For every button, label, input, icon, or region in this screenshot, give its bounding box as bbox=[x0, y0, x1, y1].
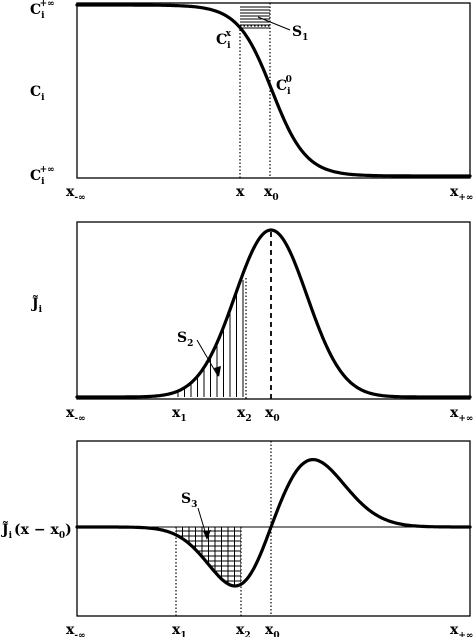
tick-x1: x1 bbox=[172, 405, 187, 424]
top-level-label: Ci+∞ bbox=[30, 0, 55, 21]
flux-curve bbox=[75, 228, 472, 399]
panel-3: J̃i (x − x0) S3 x-∞ x1 x2 x0 x+∞ bbox=[0, 440, 473, 637]
tick-x0: x0 bbox=[265, 405, 280, 424]
s2-pointer-line bbox=[196, 339, 219, 377]
c0-label: Ci0 bbox=[276, 75, 292, 97]
panel-2-frame bbox=[76, 221, 471, 400]
s3-label: S3 bbox=[181, 491, 197, 510]
panel-1-frame bbox=[76, 2, 471, 179]
concentration-curve bbox=[75, 3, 472, 178]
tick-x-minus-inf: x-∞ bbox=[66, 405, 86, 424]
tick-x0: x0 bbox=[265, 622, 280, 637]
s1-pointer-line bbox=[257, 16, 291, 31]
s1-label: S1 bbox=[292, 24, 308, 43]
bottom-level-label: Ci+∞ bbox=[30, 165, 55, 187]
tick-x0: x0 bbox=[264, 184, 279, 203]
s2-label: S2 bbox=[177, 330, 193, 349]
s1-hatched-area bbox=[240, 6, 270, 29]
tick-x-plus-inf: x+∞ bbox=[450, 622, 473, 637]
tick-x2: x2 bbox=[237, 405, 252, 424]
tick-x-minus-inf: x-∞ bbox=[66, 184, 86, 203]
tick-x-plus-inf: x+∞ bbox=[450, 405, 473, 424]
y-axis-label: Ci bbox=[30, 84, 45, 103]
cx-label: Cix bbox=[216, 29, 232, 51]
tick-x-plus-inf: x+∞ bbox=[450, 184, 473, 203]
weighted-flux-curve bbox=[75, 458, 472, 588]
tick-x1: x1 bbox=[172, 622, 187, 637]
tick-x-minus-inf: x-∞ bbox=[66, 622, 86, 637]
tick-x: x bbox=[236, 184, 245, 200]
tick-x2: x2 bbox=[236, 622, 251, 637]
s3-pointer-arrowhead bbox=[203, 530, 211, 540]
y-axis-label-weighted: J̃i (x − x0) bbox=[0, 520, 72, 541]
panel-1: Ci+∞ Ci Ci+∞ Cix Ci0 S1 x-∞ x x0 x+∞ bbox=[30, 0, 473, 203]
s2-pointer-arrowhead bbox=[214, 366, 221, 377]
panel-2: J̃i S2 x-∞ x1 x2 x0 x+∞ bbox=[30, 221, 473, 424]
y-axis-label-flux: J̃i bbox=[30, 294, 43, 315]
